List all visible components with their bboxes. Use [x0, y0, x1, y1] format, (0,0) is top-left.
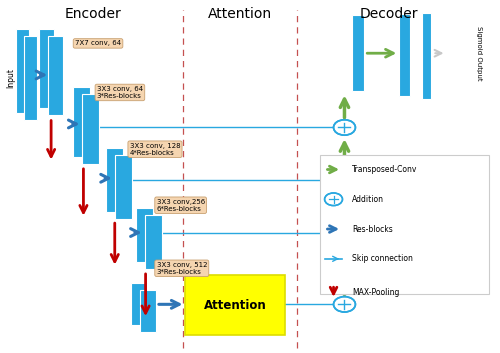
Bar: [320, 155, 488, 294]
Bar: [352, 16, 364, 91]
Bar: [48, 36, 62, 115]
Bar: [130, 283, 147, 325]
Circle shape: [334, 225, 355, 240]
Bar: [24, 36, 36, 120]
Bar: [422, 13, 432, 100]
Bar: [16, 29, 28, 113]
Circle shape: [334, 297, 355, 312]
Circle shape: [334, 120, 355, 135]
Text: Skip connection: Skip connection: [352, 254, 413, 263]
Text: Sigmoid Output: Sigmoid Output: [476, 26, 482, 80]
Text: Addition: Addition: [352, 195, 384, 204]
Bar: [38, 29, 54, 108]
Bar: [74, 87, 90, 157]
Text: 3X3 conv, 128
4*Res-blocks: 3X3 conv, 128 4*Res-blocks: [130, 143, 180, 156]
Text: Transposed-Conv: Transposed-Conv: [352, 165, 418, 174]
Text: 3X3 conv, 64
3*Res-blocks: 3X3 conv, 64 3*Res-blocks: [97, 86, 143, 99]
Bar: [82, 94, 99, 164]
Text: Attention: Attention: [208, 7, 272, 20]
Bar: [144, 215, 162, 269]
Text: Input: Input: [6, 68, 15, 89]
Bar: [136, 208, 153, 262]
Text: Res-blocks: Res-blocks: [352, 225, 393, 234]
Text: 3X3 conv, 512
3*Res-blocks: 3X3 conv, 512 3*Res-blocks: [156, 262, 207, 275]
Text: MAX-Pooling: MAX-Pooling: [352, 288, 400, 297]
Bar: [115, 155, 132, 219]
Circle shape: [324, 193, 342, 205]
Text: 3X3 conv,256
6*Res-blocks: 3X3 conv,256 6*Res-blocks: [156, 199, 205, 212]
Bar: [140, 289, 156, 332]
Text: Encoder: Encoder: [65, 7, 122, 20]
Bar: [399, 14, 410, 96]
Bar: [106, 149, 123, 211]
Text: 7X7 conv, 64: 7X7 conv, 64: [75, 40, 121, 46]
Text: Decoder: Decoder: [360, 7, 418, 20]
Text: Attention: Attention: [204, 299, 266, 312]
Bar: [186, 275, 285, 335]
Circle shape: [334, 172, 355, 188]
